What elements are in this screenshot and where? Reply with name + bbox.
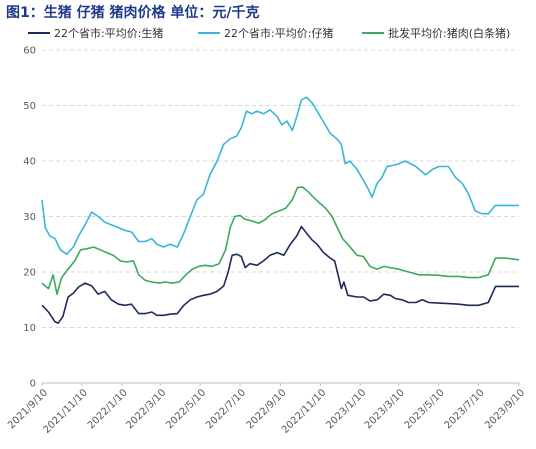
x-tick-label: 2023/7/10 <box>443 387 487 431</box>
x-tick-label: 2023/1/10 <box>324 387 368 431</box>
x-tick-label: 2022/1/10 <box>86 387 130 431</box>
axes: 01020304050602021/9/102021/11/102022/1/1… <box>6 46 527 436</box>
y-tick-label: 20 <box>23 268 36 279</box>
x-tick-label: 2022/7/10 <box>204 387 248 431</box>
legend-label: 批发平均价:猪肉(白条猪) <box>388 26 510 40</box>
chart-title: 图1：生猪 仔猪 猪肉价格 单位：元/千克 <box>6 5 260 21</box>
x-tick-label: 2023/9/10 <box>483 387 527 431</box>
series-line-3 <box>41 186 520 296</box>
x-tick-label: 2022/3/10 <box>124 387 168 431</box>
y-tick-label: 50 <box>23 101 36 112</box>
legend: 22个省市:平均价:生猪 22个省市:平均价:仔猪 批发平均价:猪肉(白条猪) <box>28 26 510 40</box>
x-tick-label: 2022/5/10 <box>164 387 208 431</box>
y-tick-label: 10 <box>23 323 36 334</box>
x-tick-label: 2023/3/10 <box>363 387 407 431</box>
series-line-2 <box>41 96 519 255</box>
series-line-1 <box>41 225 519 324</box>
x-tick-label: 2023/5/10 <box>403 387 447 431</box>
legend-label: 22个省市:平均价:仔猪 <box>224 26 333 40</box>
grid <box>42 49 519 328</box>
y-tick-label: 0 <box>30 379 36 390</box>
y-tick-label: 40 <box>23 157 36 168</box>
y-tick-label: 60 <box>23 46 36 57</box>
legend-label: 22个省市:平均价:生猪 <box>54 26 163 40</box>
series-lines <box>41 96 520 324</box>
y-tick-label: 30 <box>23 212 36 223</box>
